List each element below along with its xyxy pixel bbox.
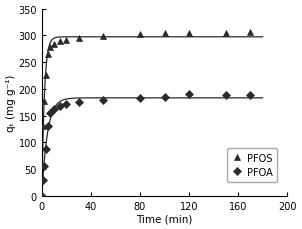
PFOS: [46, 53, 50, 56]
PFOA: [46, 125, 50, 128]
PFOS: [187, 32, 191, 35]
PFOS: [52, 43, 56, 46]
PFOA: [40, 195, 43, 197]
PFOS: [77, 37, 80, 40]
PFOA: [49, 112, 52, 115]
PFOA: [52, 108, 56, 111]
PFOA: [101, 99, 105, 101]
Line: PFOA: PFOA: [39, 92, 253, 199]
PFOS: [163, 33, 166, 35]
PFOA: [224, 94, 228, 97]
PFOS: [224, 32, 228, 35]
PFOS: [249, 32, 252, 34]
PFOA: [187, 93, 191, 96]
PFOS: [44, 75, 47, 77]
PFOS: [41, 125, 45, 128]
Y-axis label: qₜ (mg g⁻¹): qₜ (mg g⁻¹): [5, 74, 16, 131]
PFOA: [163, 96, 166, 99]
PFOS: [101, 36, 105, 39]
PFOS: [43, 100, 46, 103]
PFOS: [49, 46, 52, 49]
PFOA: [58, 105, 62, 108]
PFOS: [58, 41, 62, 43]
PFOA: [43, 165, 46, 168]
Legend: PFOS, PFOA: PFOS, PFOA: [227, 148, 278, 182]
PFOA: [77, 101, 80, 104]
PFOS: [65, 39, 68, 42]
PFOS: [138, 34, 142, 36]
PFOA: [249, 94, 252, 97]
PFOS: [40, 195, 43, 197]
X-axis label: Time (min): Time (min): [136, 213, 193, 224]
PFOA: [138, 97, 142, 100]
PFOA: [65, 103, 68, 106]
PFOA: [44, 148, 47, 150]
Line: PFOS: PFOS: [39, 30, 253, 199]
PFOA: [41, 179, 45, 181]
